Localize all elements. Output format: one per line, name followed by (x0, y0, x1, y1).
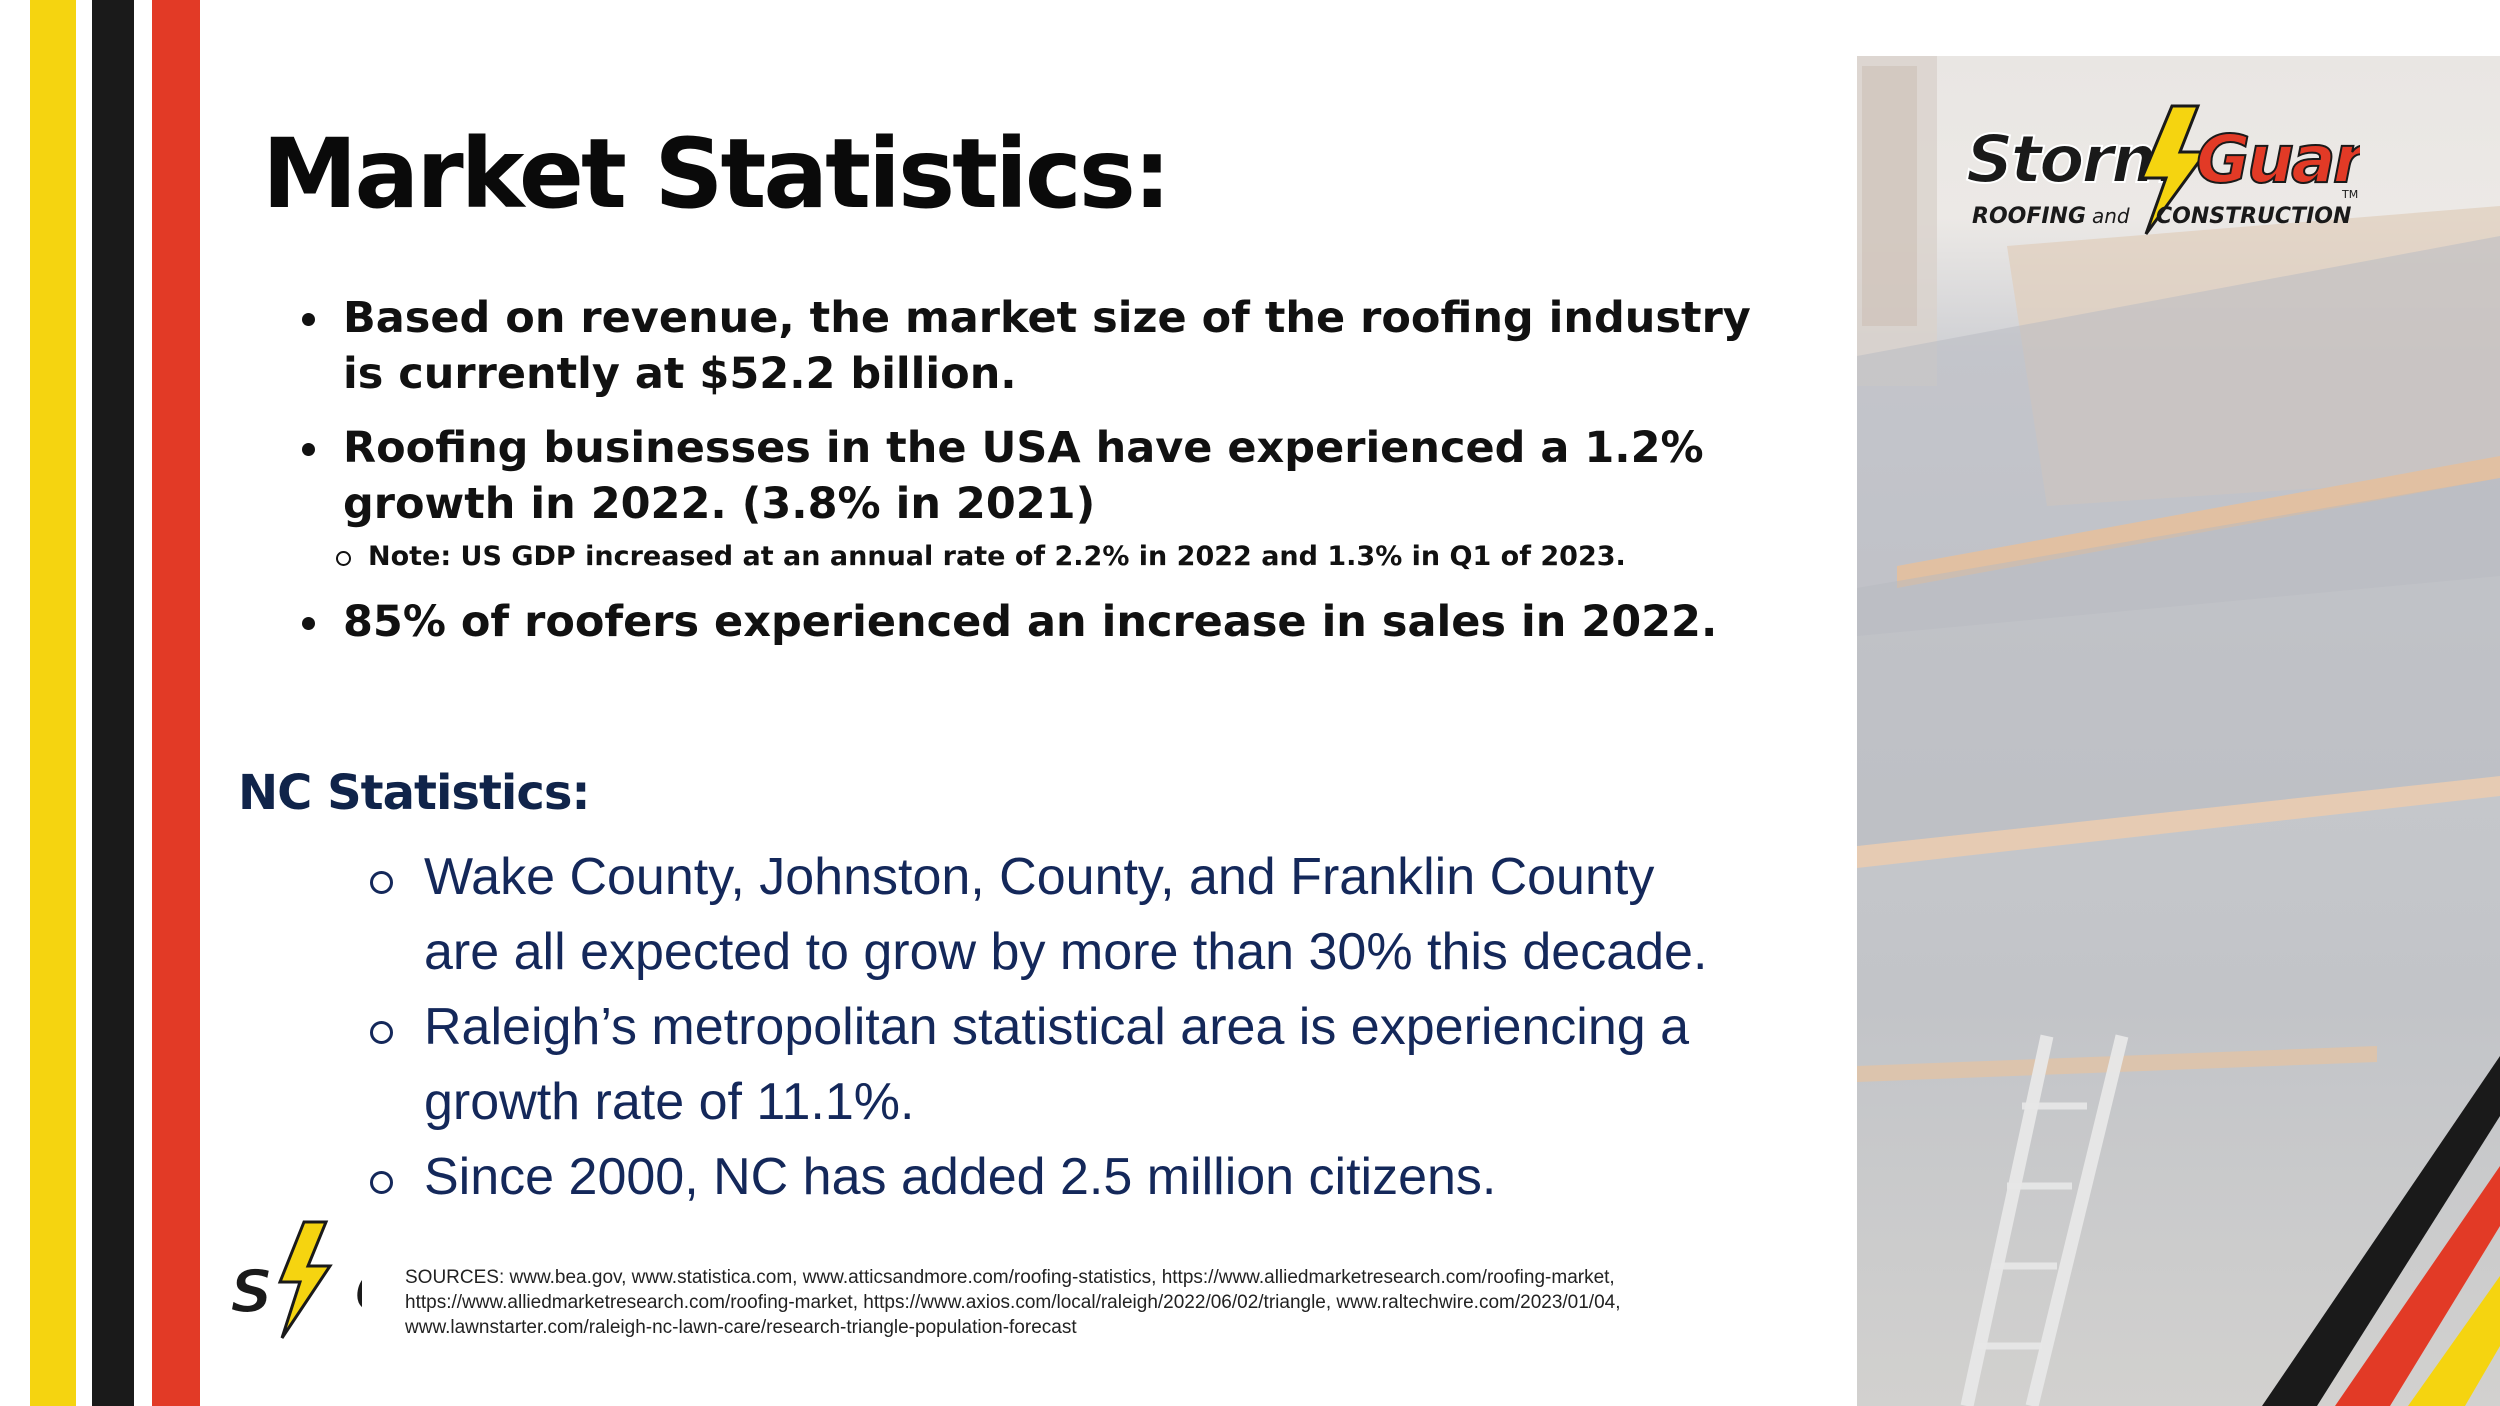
logo-word-guard: Guard (2196, 121, 2360, 198)
sg-logo: S G (229, 1220, 362, 1339)
left-stripe-red (152, 0, 200, 1406)
list-item: Wake County, Johnston, County, and Frank… (370, 840, 1710, 990)
bullet-icon (302, 617, 315, 630)
nc-statistics-list: Wake County, Johnston, County, and Frank… (370, 840, 1710, 1215)
bullet-icon (302, 443, 315, 456)
list-item: Based on revenue, the market size of the… (300, 290, 1800, 402)
list-item: 85% of roofers experienced an increase i… (300, 594, 1800, 650)
list-item: Since 2000, NC has added 2.5 million cit… (370, 1140, 1710, 1215)
gdp-note: Note: US GDP increased at an annual rate… (368, 541, 1626, 572)
nc-statistics-heading: NC Statistics: (238, 765, 591, 821)
sg-logo-letters: S G (230, 1257, 362, 1327)
list-item: Raleigh’s metropolitan statistical area … (370, 990, 1710, 1140)
sources-text: SOURCES: www.bea.gov, www.statistica.com… (405, 1267, 1621, 1338)
left-stripe-black (92, 0, 134, 1406)
bullet-icon (302, 313, 315, 326)
circle-bullet-icon (336, 551, 351, 566)
left-stripe-yellow (30, 0, 76, 1406)
market-stat-revenue: Based on revenue, the market size of the… (343, 293, 1751, 399)
logo-trademark: TM (2341, 188, 2358, 201)
nc-stat-population: Since 2000, NC has added 2.5 million cit… (424, 1148, 1497, 1206)
list-item: Roofing businesses in the USA have exper… (300, 420, 1800, 532)
logo-word-storm: Storm (1966, 121, 2177, 198)
market-stat-growth: Roofing businesses in the USA have exper… (343, 423, 1704, 529)
logo-tagline-construction: CONSTRUCTION (2156, 204, 2351, 229)
circle-bullet-icon (370, 1021, 393, 1044)
list-subitem: Note: US GDP increased at an annual rate… (300, 540, 1800, 574)
lightning-bolt-icon (277, 1220, 333, 1339)
logo-tagline-roofing: ROOFING (1972, 204, 2086, 229)
roof-photo (1857, 56, 2500, 1406)
page-title: Market Statistics: (262, 118, 1171, 230)
lightning-bolt-icon (2139, 104, 2209, 235)
nc-stat-raleigh: Raleigh’s metropolitan statistical area … (424, 998, 1690, 1131)
nc-stat-counties: Wake County, Johnston, County, and Frank… (424, 848, 1708, 981)
stormguard-logo: Storm Guard ROOFING and CONSTRUCTION TM (1965, 104, 2360, 235)
circle-bullet-icon (370, 1171, 393, 1194)
market-stat-sales: 85% of roofers experienced an increase i… (343, 597, 1718, 647)
circle-bullet-icon (370, 871, 393, 894)
logo-tagline-and: and (2092, 204, 2130, 228)
market-statistics-list: Based on revenue, the market size of the… (300, 290, 1800, 668)
